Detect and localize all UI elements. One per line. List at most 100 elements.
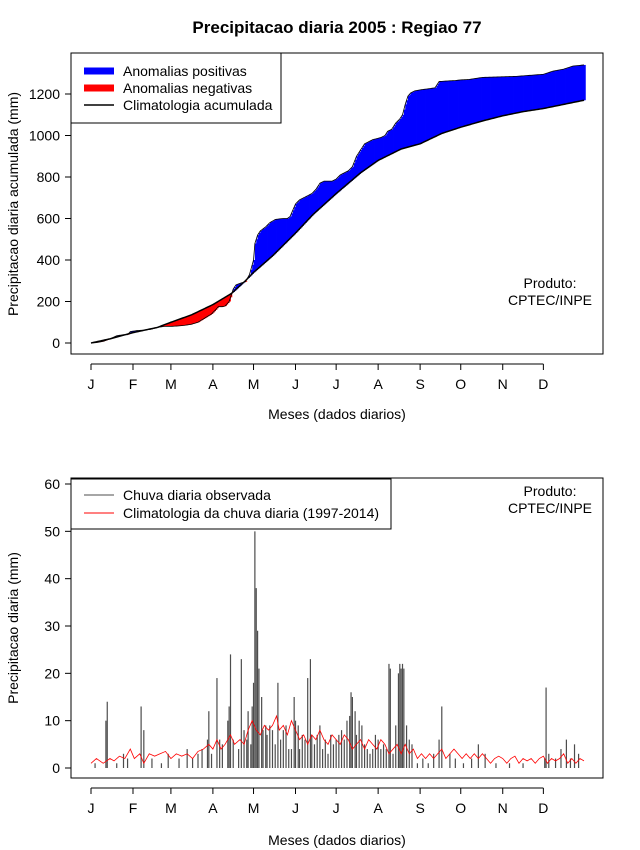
x-tick-label-bottom-3: A — [208, 800, 218, 816]
anomaly-day-58 — [168, 323, 170, 327]
anomaly-day-189 — [345, 172, 348, 186]
anomaly-day-199 — [359, 152, 361, 175]
anomaly-day-348 — [560, 69, 563, 105]
anomaly-day-299 — [494, 77, 497, 118]
anomaly-day-248 — [425, 89, 428, 142]
anomaly-day-84 — [203, 309, 206, 319]
anomaly-day-211 — [375, 138, 378, 163]
anomaly-day-320 — [523, 75, 525, 112]
y-tick-label-bottom-5: 50 — [44, 523, 60, 539]
anomaly-day-206 — [368, 141, 371, 168]
anomaly-day-194 — [352, 166, 355, 180]
anomaly-day-338 — [547, 72, 550, 108]
anomaly-day-358 — [574, 65, 577, 103]
anomaly-day-154 — [298, 201, 300, 231]
anomaly-day-137 — [275, 219, 277, 254]
anomaly-day-140 — [279, 218, 282, 250]
anomaly-day-257 — [437, 83, 440, 136]
anomaly-day-243 — [418, 90, 421, 145]
anomaly-day-163 — [310, 194, 313, 218]
anomaly-day-279 — [467, 79, 470, 126]
anomaly-day-284 — [474, 78, 477, 124]
note-line1-top: Produto: — [524, 275, 577, 291]
plot-frame-top — [70, 52, 604, 355]
anomaly-day-210 — [374, 139, 376, 164]
y-tick-label-bottom-2: 20 — [44, 665, 60, 681]
anomaly-day-337 — [546, 73, 548, 108]
anomaly-day-167 — [315, 189, 318, 212]
anomaly-day-138 — [276, 219, 279, 252]
anomaly-day-303 — [500, 76, 502, 117]
anomaly-day-86 — [206, 307, 208, 318]
anomaly-day-364 — [582, 65, 585, 101]
anomaly-day-310 — [509, 76, 512, 115]
anomaly-day-171 — [321, 182, 324, 208]
x-tick-label-top-7: A — [373, 376, 383, 392]
x-tick-label-top-8: S — [415, 376, 424, 392]
y-tick-label-top-5: 1000 — [29, 128, 60, 144]
anomaly-day-227 — [397, 121, 399, 152]
anomaly-day-183 — [337, 177, 340, 193]
anomaly-day-198 — [357, 154, 360, 176]
anomaly-day-350 — [563, 69, 566, 105]
anomaly-day-302 — [498, 76, 501, 117]
anomaly-day-300 — [495, 76, 498, 118]
y-tick-label-bottom-3: 30 — [44, 618, 60, 634]
anomaly-day-67 — [180, 318, 183, 326]
x-tick-label-bottom-4: M — [248, 800, 260, 816]
anomaly-day-255 — [435, 87, 437, 137]
anomaly-day-346 — [558, 70, 561, 106]
anomaly-day-296 — [490, 77, 493, 119]
anomaly-day-245 — [421, 89, 424, 144]
anomaly-day-282 — [471, 79, 474, 125]
anomaly-day-305 — [502, 76, 505, 116]
anomaly-day-356 — [571, 66, 574, 103]
anomaly-day-95 — [218, 301, 221, 307]
anomaly-day-325 — [529, 75, 532, 111]
anomaly-day-317 — [518, 76, 521, 113]
observed-bars — [94, 531, 580, 768]
anomaly-day-220 — [387, 131, 390, 156]
anomaly-day-102 — [227, 295, 230, 304]
anomaly-day-141 — [280, 218, 283, 248]
anomaly-day-153 — [296, 202, 299, 232]
anomaly-day-229 — [399, 118, 402, 150]
y-axis-label-top: Precipitacao diaria acumulada (mm) — [5, 92, 21, 316]
anomaly-day-304 — [501, 76, 504, 117]
anomaly-day-204 — [365, 143, 368, 170]
anomaly-day-327 — [532, 75, 535, 111]
anomaly-day-332 — [539, 74, 542, 110]
anomaly-day-222 — [390, 129, 393, 155]
anomaly-day-135 — [272, 221, 275, 256]
y-tick-label-bottom-0: 0 — [52, 760, 60, 776]
anomaly-day-83 — [202, 309, 204, 320]
x-tick-label-top-2: M — [165, 376, 177, 392]
anomaly-day-251 — [429, 88, 432, 140]
anomaly-day-270 — [455, 80, 458, 129]
anomaly-day-359 — [575, 65, 578, 102]
anomaly-day-316 — [517, 76, 520, 113]
anomaly-day-340 — [550, 72, 552, 108]
anomaly-day-88 — [208, 306, 211, 316]
anomaly-day-134 — [271, 221, 273, 258]
anomaly-day-287 — [478, 78, 481, 123]
anomaly-day-90 — [211, 305, 214, 314]
accumulated-chart: 0 200 400 600 800 1000 1200 J F M A M J J A S O N D Preci… — [5, 52, 604, 422]
anomaly-day-89 — [210, 305, 212, 315]
legend-bottom: Chuva diaria observada Climatologia da c… — [70, 478, 392, 530]
anomaly-day-219 — [386, 133, 389, 157]
chart-title: Precipitacao diaria 2005 : Regiao 77 — [192, 18, 481, 37]
anomaly-day-262 — [444, 81, 447, 133]
anomaly-day-266 — [449, 80, 452, 131]
x-tick-label-top-4: M — [248, 376, 260, 392]
x-tick-label-bottom-5: J — [292, 800, 299, 816]
anomaly-day-181 — [334, 179, 337, 195]
anomaly-day-293 — [486, 77, 489, 120]
x-tick-label-top-10: N — [498, 376, 508, 392]
legend-label-positive: Anomalias positivas — [123, 63, 247, 79]
anomaly-day-278 — [466, 79, 468, 126]
anomaly-day-285 — [475, 78, 478, 123]
anomaly-day-54 — [162, 325, 165, 327]
anomaly-day-263 — [445, 81, 448, 133]
